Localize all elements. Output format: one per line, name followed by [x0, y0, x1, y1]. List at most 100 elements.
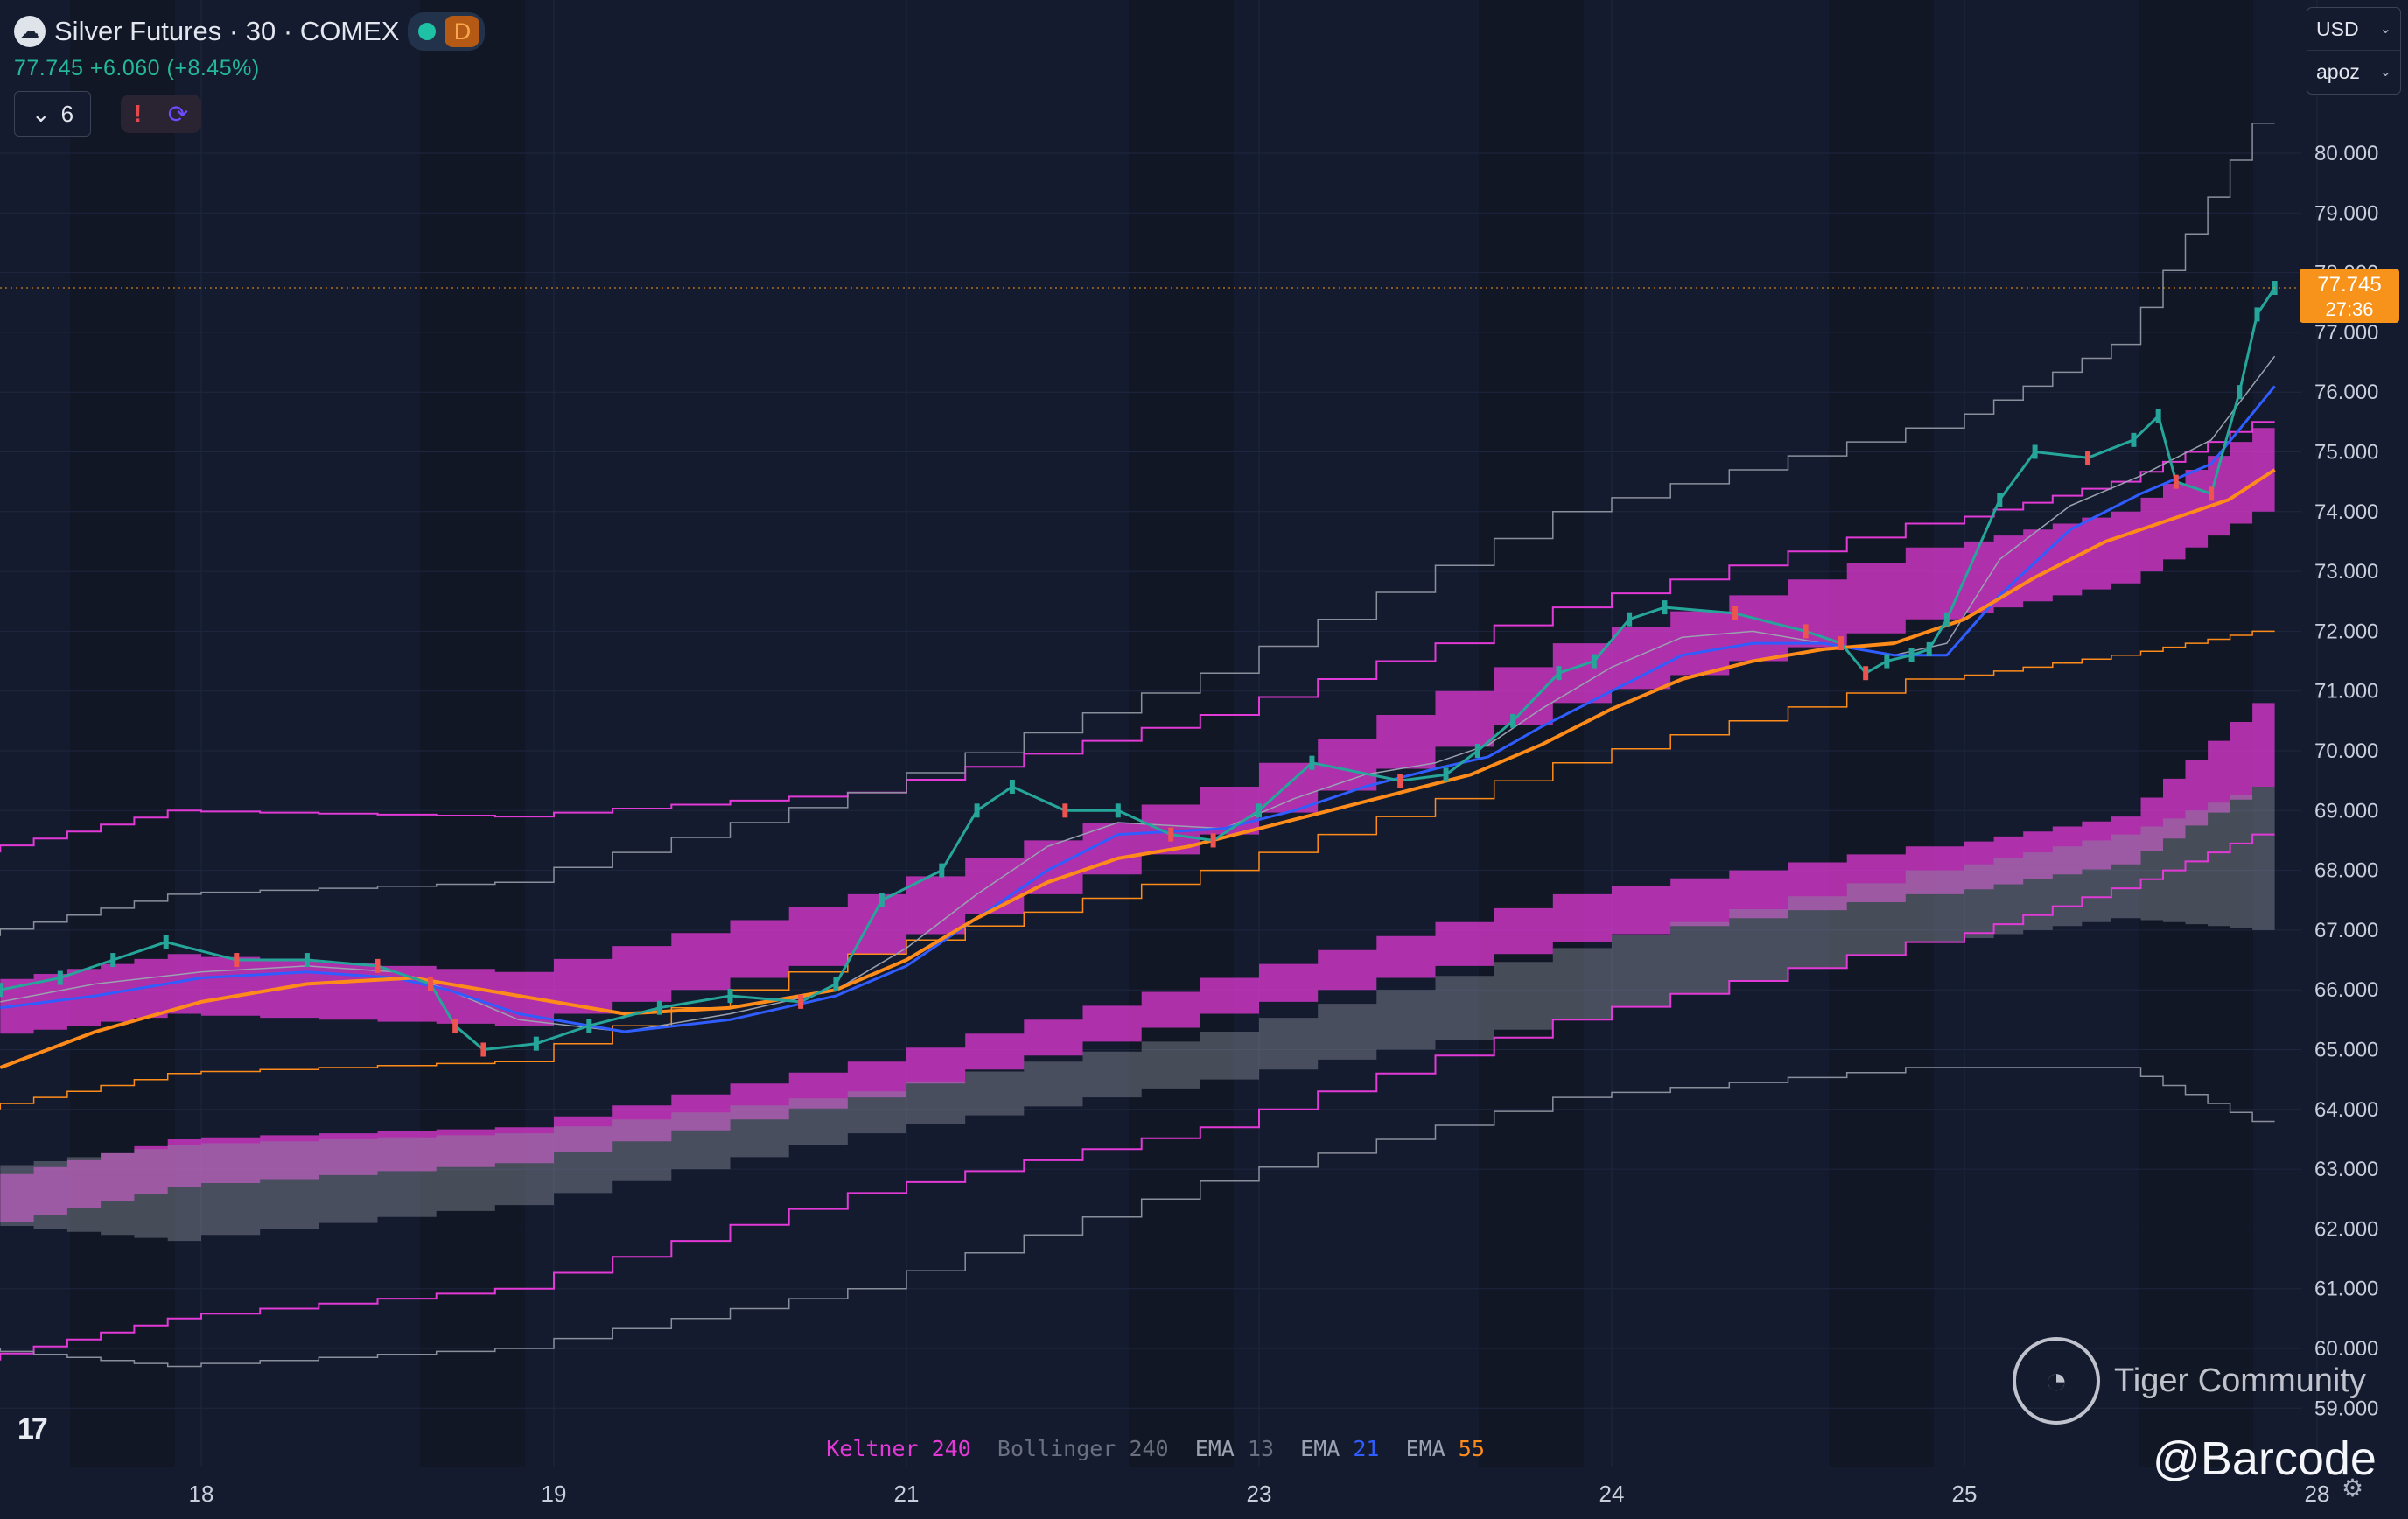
price-candle — [939, 863, 945, 878]
indicator-lines — [0, 355, 2276, 1069]
price-tick-label: 59.000 — [2314, 1396, 2378, 1420]
symbol-header[interactable]: ☁ Silver Futures · 30 · COMEX D — [14, 12, 486, 51]
chevron-down-icon: ⌄ — [2379, 22, 2391, 37]
series-ema-55 — [0, 468, 2276, 1069]
price-tick-label: 61.000 — [2314, 1278, 2378, 1301]
price-candle — [1474, 744, 1480, 758]
legend-ema13-param: 13 — [1247, 1436, 1275, 1461]
legend-bollinger-param: 240 — [1129, 1436, 1169, 1461]
price-axis-background — [2301, 0, 2408, 1519]
price-candle — [110, 953, 116, 968]
price-tick-label: 64.000 — [2314, 1098, 2378, 1122]
price-candle — [1627, 612, 1633, 626]
price-tick-label: 62.000 — [2314, 1217, 2378, 1241]
price-tick-label: 80.000 — [2314, 142, 2378, 165]
legend-ema21-param: 21 — [1353, 1436, 1380, 1461]
price-candle — [1863, 666, 1869, 681]
price-candle — [1926, 641, 1932, 656]
price-candle — [1556, 666, 1562, 681]
price-tick-label: 69.000 — [2314, 799, 2378, 822]
market-status[interactable]: D — [408, 12, 486, 51]
price-candle — [656, 1000, 662, 1015]
price-candle — [1510, 713, 1516, 728]
legend-bollinger-name[interactable]: Bollinger — [997, 1436, 1116, 1461]
time-tick-label: 24 — [1600, 1480, 1625, 1507]
price-candle — [2155, 409, 2161, 424]
bollinger-lower-line — [0, 1067, 2275, 1368]
tiger-community-watermark: ◔ Tiger Community — [2012, 1337, 2366, 1424]
price-tick-label: 60.000 — [2314, 1337, 2378, 1361]
price-tick-label: 76.000 — [2314, 381, 2378, 404]
currency-select[interactable]: USD ⌄ — [2307, 8, 2400, 51]
price-tick-label: 67.000 — [2314, 919, 2378, 942]
indicator-count: 6 — [60, 100, 74, 127]
legend-keltner-name[interactable]: Keltner — [826, 1436, 919, 1461]
price-candle — [1908, 648, 1914, 662]
unit-select[interactable]: apoz ⌄ — [2307, 51, 2400, 93]
session-shade — [420, 0, 525, 1466]
price-tick-label: 77.000 — [2314, 321, 2378, 345]
price-candle — [586, 1018, 592, 1033]
price-candle — [2085, 451, 2091, 466]
price-candle — [533, 1036, 539, 1051]
time-tick-label: 23 — [1247, 1480, 1272, 1507]
gear-icon[interactable]: ⚙ — [2342, 1474, 2364, 1502]
chevron-down-icon: ⌄ — [31, 100, 51, 127]
price-candle — [1256, 803, 1262, 818]
price-candle — [163, 934, 169, 949]
last-price-value: 77.745 — [2317, 273, 2381, 297]
last-price-label — [2300, 269, 2399, 324]
indicator-toggle-button[interactable]: ⌄ 6 — [14, 91, 91, 136]
price-candle — [878, 892, 885, 907]
symbol-title[interactable]: Silver Futures · 30 · COMEX — [54, 16, 400, 46]
currency-unit-menu[interactable]: USD ⌄ apoz ⌄ — [2306, 7, 2401, 94]
chevron-down-icon: ⌄ — [2379, 65, 2391, 80]
price-candle — [1943, 612, 1950, 626]
tradingview-logo[interactable]: 17 — [18, 1412, 48, 1446]
time-tick-label: 25 — [1952, 1480, 1978, 1507]
price-tick-label: 74.000 — [2314, 500, 2378, 524]
price-tick-label: 65.000 — [2314, 1039, 2378, 1062]
price-tick-label: 79.000 — [2314, 201, 2378, 225]
price-candle — [1168, 827, 1174, 842]
tiger-logo-icon: ◔ — [2012, 1337, 2100, 1424]
bar-countdown: 27:36 — [2325, 298, 2373, 320]
author-handle: @Barcode — [2152, 1432, 2376, 1485]
price-candle — [727, 989, 733, 1004]
price-candle — [57, 970, 63, 985]
indicator-legend: Keltner 240 Bollinger 240 EMA 13 EMA 21 … — [774, 1410, 1485, 1487]
price-candle — [234, 953, 240, 968]
time-tick-label: 18 — [189, 1480, 214, 1507]
price-tick-label: 71.000 — [2314, 680, 2378, 704]
unit-label: apoz — [2316, 60, 2360, 83]
price-candle — [1838, 636, 1844, 651]
band-bollinger-middle — [0, 787, 2275, 1242]
price-change-quote: 77.745 +6.060 (+8.45%) — [14, 56, 260, 80]
price-candle — [2131, 432, 2137, 447]
price-candle — [2236, 385, 2243, 400]
timeframe-badge[interactable]: D — [444, 16, 480, 47]
price-candle — [1591, 654, 1597, 668]
sync-icon[interactable]: ⟳ — [167, 100, 189, 128]
session-shade — [1829, 0, 1934, 1466]
legend-keltner-param: 240 — [931, 1436, 971, 1461]
price-tick-label: 70.000 — [2314, 739, 2378, 763]
alert-icon[interactable]: ! — [133, 100, 143, 127]
price-tick-label: 66.000 — [2314, 978, 2378, 1002]
silver-coin-icon: ☁ — [14, 16, 46, 47]
legend-ema13-name[interactable]: EMA — [1194, 1436, 1235, 1461]
series-ema-21 — [0, 385, 2276, 1033]
legend-ema55-name[interactable]: EMA — [1405, 1436, 1446, 1461]
price-tick-label: 75.000 — [2314, 441, 2378, 465]
alert-status[interactable]: ! ⟳ — [121, 94, 201, 133]
keltner-lower-line — [0, 833, 2275, 1361]
price-candle — [374, 958, 381, 973]
band-keltner-middle — [0, 703, 2275, 1229]
price-candle — [1802, 624, 1809, 639]
watermark-brand: Tiger Community — [2114, 1362, 2366, 1399]
legend-ema21-name[interactable]: EMA — [1300, 1436, 1340, 1461]
keltner-upper-line — [0, 421, 2275, 853]
price-candle — [304, 953, 310, 968]
